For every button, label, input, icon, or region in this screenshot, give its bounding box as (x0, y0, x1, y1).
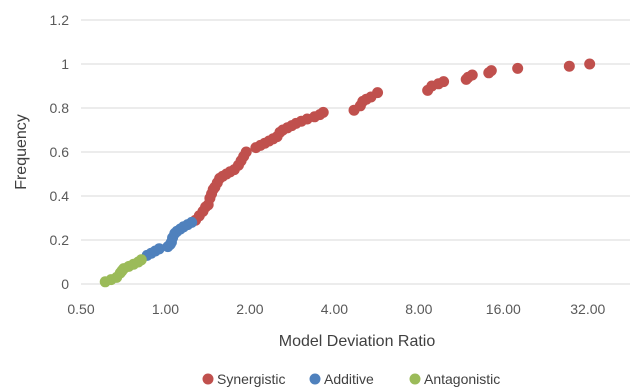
data-point (563, 60, 575, 72)
gridlines (81, 19, 630, 241)
legend-label: Synergistic (217, 371, 285, 387)
data-point (372, 87, 384, 99)
x-axis-title: Model Deviation Ratio (279, 333, 436, 350)
legend-marker (202, 373, 214, 385)
legend-label: Additive (324, 371, 374, 387)
data-point (317, 106, 329, 118)
x-tick-label: 16.00 (486, 301, 521, 317)
x-tick-label: 2.00 (236, 301, 263, 317)
data-point (466, 69, 478, 81)
legend-marker (309, 373, 321, 385)
series-additive (141, 216, 198, 261)
data-point (485, 65, 497, 77)
series-antagonistic (99, 254, 147, 288)
legend-marker (409, 373, 421, 385)
data-point (512, 62, 524, 74)
y-tick-label: 1.2 (50, 12, 70, 28)
legend-item-synergistic: Synergistic (202, 371, 285, 387)
x-axis-ticks: 0.50 1.00 2.00 4.00 8.00 16.00 32.00 (67, 301, 605, 317)
data-point (153, 243, 165, 255)
y-tick-label: 0 (61, 276, 69, 292)
y-tick-label: 0.8 (50, 100, 70, 116)
y-tick-label: 0.2 (50, 232, 70, 248)
data-point (584, 58, 596, 70)
x-tick-label: 32.00 (570, 301, 605, 317)
y-tick-label: 0.6 (50, 144, 70, 160)
y-axis-ticks: 0 0.2 0.4 0.6 0.8 1 1.2 (50, 12, 70, 292)
y-tick-label: 0.4 (50, 188, 70, 204)
data-point (186, 216, 198, 228)
y-axis-title: Frequency (13, 114, 30, 190)
legend-item-antagonistic: Antagonistic (409, 371, 500, 387)
x-tick-label: 8.00 (405, 301, 432, 317)
x-tick-label: 4.00 (321, 301, 348, 317)
legend-item-additive: Additive (309, 371, 374, 387)
data-point (135, 254, 147, 266)
x-tick-label: 0.50 (67, 301, 94, 317)
legend-label: Antagonistic (424, 371, 500, 387)
data-points (99, 58, 596, 288)
x-tick-label: 1.00 (152, 301, 179, 317)
y-tick-label: 1 (61, 56, 69, 72)
series-synergistic (190, 58, 596, 226)
legend: Synergistic Additive Antagonistic (202, 371, 500, 387)
data-point (240, 146, 252, 158)
data-point (438, 76, 450, 88)
